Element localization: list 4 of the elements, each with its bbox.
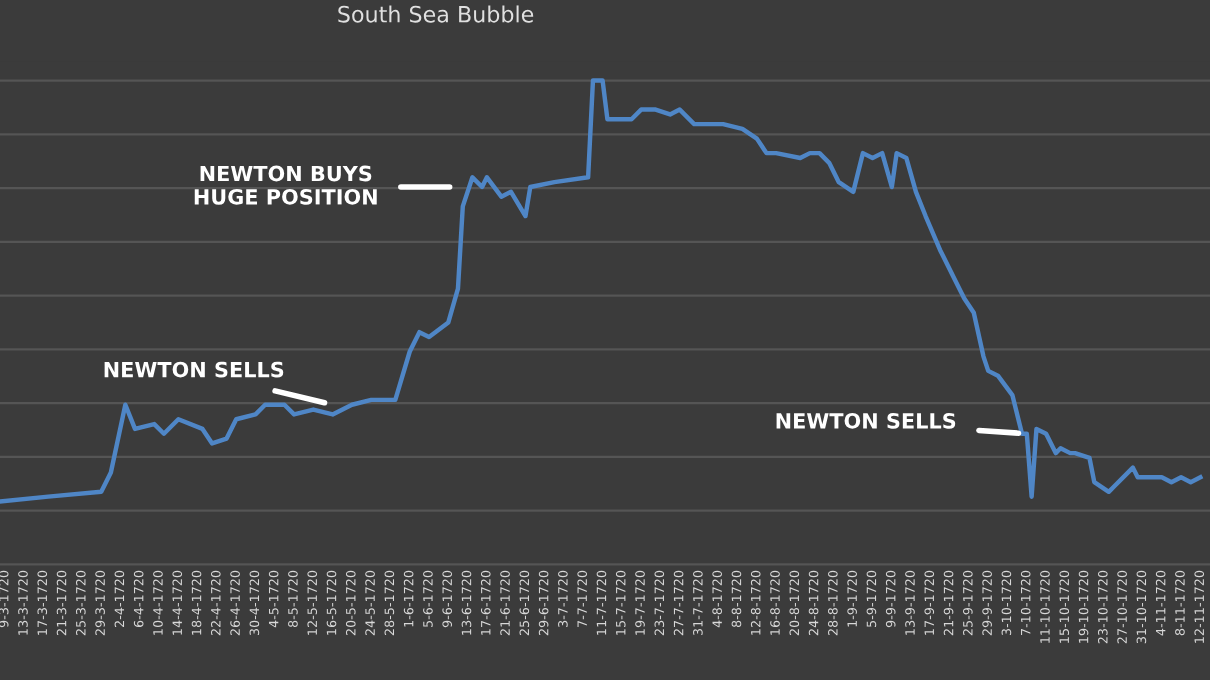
annotation: NEWTON SELLS: [776, 412, 956, 429]
annotation: NEWTON SELLS: [104, 361, 284, 378]
annotation: NEWTON BUYS HUGE POSITION: [194, 165, 377, 205]
chart-title: South Sea Bubble: [338, 5, 534, 23]
